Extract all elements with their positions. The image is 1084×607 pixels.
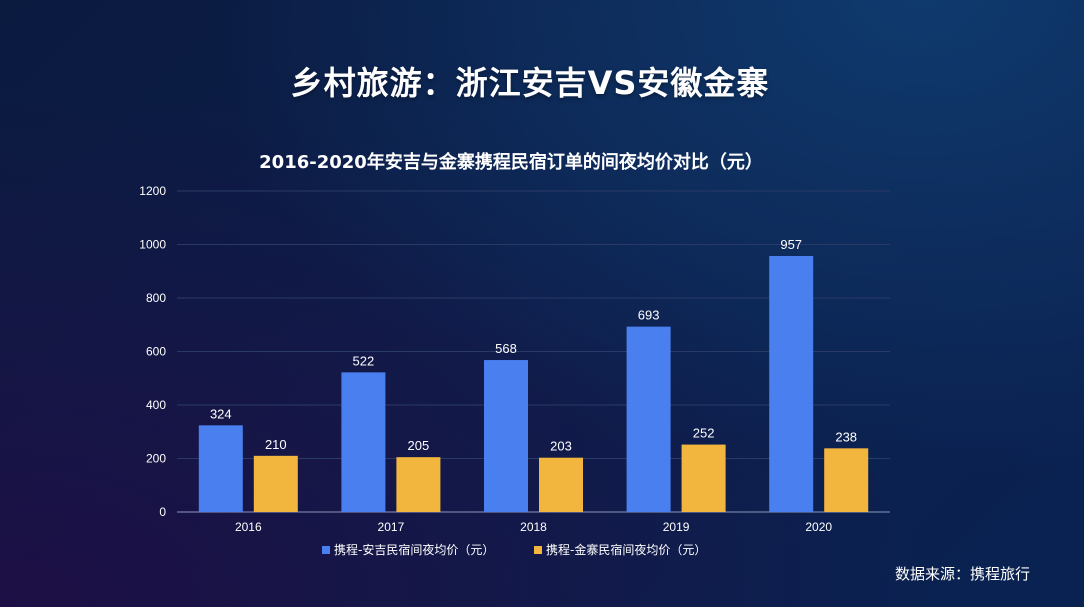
data-label: 205 bbox=[408, 438, 430, 453]
data-labels: 324 210 522 205 568 203 693 252 957 238 bbox=[210, 237, 857, 454]
y-tick-label: 400 bbox=[146, 398, 166, 412]
data-label: 693 bbox=[638, 308, 660, 323]
legend: 携程-安吉民宿间夜均价（元） 携程-金寨民宿间夜均价（元） bbox=[322, 542, 706, 557]
bar-series-1 bbox=[484, 360, 528, 512]
x-tick-label: 2017 bbox=[378, 520, 405, 534]
legend-label-1: 携程-安吉民宿间夜均价（元） bbox=[334, 542, 494, 557]
data-label: 957 bbox=[780, 237, 802, 252]
bar-series-1 bbox=[626, 326, 671, 512]
y-tick-label: 1000 bbox=[139, 238, 166, 252]
y-tick-label: 600 bbox=[146, 345, 166, 359]
source-note: 数据来源：携程旅行 bbox=[894, 565, 1030, 583]
data-label: 210 bbox=[265, 437, 287, 452]
y-tick-label: 800 bbox=[146, 291, 166, 305]
x-tick-label: 2016 bbox=[235, 520, 262, 534]
data-label: 238 bbox=[835, 429, 857, 444]
page-title: 乡村旅游：浙江安吉VS安徽金寨 bbox=[290, 64, 770, 102]
data-label: 324 bbox=[210, 406, 232, 421]
bar-series-1 bbox=[769, 256, 814, 512]
x-tick-label: 2019 bbox=[663, 520, 690, 534]
bar-series-2 bbox=[396, 457, 441, 512]
bar-series-1 bbox=[198, 425, 243, 512]
x-tick-label: 2018 bbox=[520, 520, 547, 534]
data-label: 568 bbox=[495, 341, 517, 356]
x-tick-label: 2020 bbox=[805, 520, 832, 534]
data-label: 522 bbox=[353, 353, 375, 368]
chart-title: 2016-2020年安吉与金寨携程民宿订单的间夜均价对比（元） bbox=[259, 152, 763, 173]
y-tick-label: 200 bbox=[146, 452, 166, 466]
bar-series-2 bbox=[681, 444, 726, 512]
bar-series-2 bbox=[253, 455, 298, 512]
legend-swatch-1 bbox=[322, 546, 330, 554]
bar-series-2 bbox=[824, 448, 869, 512]
bars bbox=[198, 256, 869, 512]
bar-series-2 bbox=[539, 457, 583, 512]
legend-label-2: 携程-金寨民宿间夜均价（元） bbox=[546, 542, 706, 557]
data-label: 203 bbox=[550, 439, 572, 454]
y-tick-label: 0 bbox=[159, 505, 166, 519]
y-tick-label: 1200 bbox=[139, 184, 166, 198]
bar-series-1 bbox=[341, 372, 386, 512]
legend-swatch-2 bbox=[534, 546, 542, 554]
data-label: 252 bbox=[693, 426, 715, 441]
